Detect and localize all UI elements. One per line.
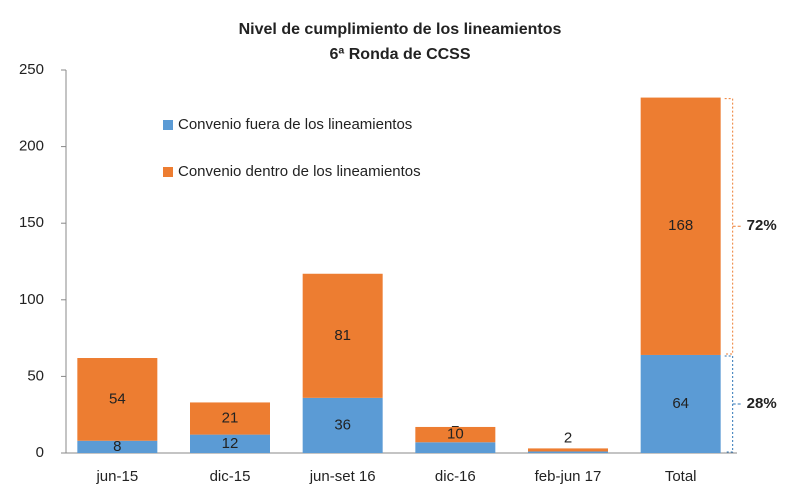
x-tick-label: dic-16 [435, 468, 476, 485]
data-label: 8 [113, 438, 121, 455]
chart-subtitle: 6ª Ronda de CCSS [329, 46, 470, 63]
bar-segment [77, 358, 158, 441]
bar-segment [302, 397, 383, 453]
bracket [724, 355, 734, 453]
bar-segment [190, 402, 270, 435]
bracket [724, 98, 734, 355]
y-tick-label: 150 [19, 214, 44, 231]
annotation: 72% [747, 217, 777, 234]
data-label: 36 [334, 416, 351, 433]
y-tick-label: 200 [19, 138, 44, 155]
legend-label: Convenio dentro de los lineamientos [178, 163, 421, 180]
y-tick-label: 50 [27, 367, 44, 384]
x-tick-label: Total [665, 468, 697, 485]
x-tick-label: dic-15 [210, 468, 251, 485]
legend-swatch [163, 167, 173, 177]
bar-segment [302, 273, 383, 398]
bar-segment [528, 451, 608, 453]
bar-segment [190, 434, 270, 453]
legend-swatch [163, 120, 173, 130]
annotation: 28% [747, 395, 777, 412]
x-tick-label: jun-set 16 [309, 468, 376, 485]
bar-segment [415, 442, 496, 453]
legend-label: Convenio fuera de los lineamientos [178, 116, 412, 133]
data-label: 21 [222, 409, 239, 426]
bar-segment [415, 426, 496, 443]
chart-title: Nivel de cumplimiento de los lineamiento… [239, 21, 562, 38]
y-tick-label: 0 [36, 444, 44, 461]
data-label: 2 [564, 429, 572, 446]
data-label: 10 [447, 426, 464, 443]
bar-segment [528, 448, 608, 452]
bar-segment [77, 440, 158, 453]
data-label: 81 [334, 327, 351, 344]
data-label: 168 [668, 217, 693, 234]
bar-segment [640, 97, 721, 355]
y-tick-label: 100 [19, 291, 44, 308]
data-label: 12 [222, 435, 239, 452]
bar-segment [640, 354, 721, 453]
data-label: 54 [109, 390, 126, 407]
data-label: 64 [672, 395, 689, 412]
x-tick-label: feb-jun 17 [535, 468, 602, 485]
y-tick-label: 250 [19, 61, 44, 78]
x-tick-label: jun-15 [95, 468, 138, 485]
